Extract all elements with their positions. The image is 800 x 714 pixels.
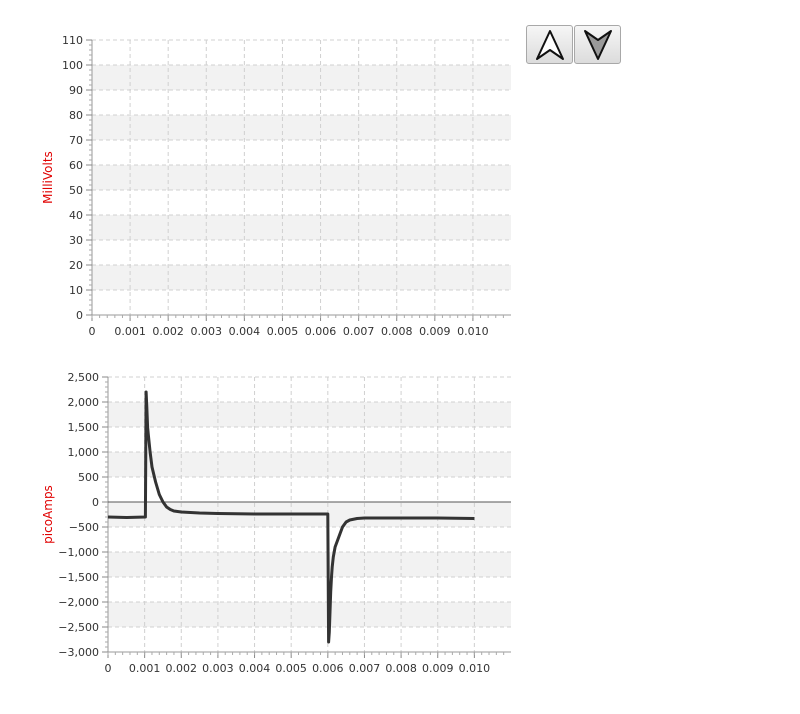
x-tick-label: 0.008 <box>385 662 417 675</box>
x-tick-label: 0.008 <box>381 325 413 338</box>
x-tick-label: 0.006 <box>312 662 344 675</box>
down-arrow-icon <box>583 29 612 60</box>
y-tick-label: −2,500 <box>58 621 99 634</box>
y-tick-label: −3,000 <box>58 646 99 659</box>
x-tick-label: 0.010 <box>459 662 491 675</box>
x-tick-label: 0.009 <box>422 662 454 675</box>
x-tick-label: 0.009 <box>419 325 451 338</box>
y-axis-title: picoAmps <box>41 485 55 544</box>
y-tick-label: −2,000 <box>58 596 99 609</box>
x-tick-label: 0.010 <box>457 325 489 338</box>
y-tick-label: 30 <box>69 234 83 247</box>
y-tick-label: 90 <box>69 84 83 97</box>
voltage-chart: 0 10 20 30 40 50 60 70 80 90 100 110 0 0.001 0.002 0.00… <box>41 34 511 338</box>
grid-band <box>108 402 511 427</box>
x-tick-label: 0.001 <box>114 325 146 338</box>
x-tick-label: 0 <box>105 662 112 675</box>
grid-band <box>92 265 511 290</box>
y-tick-label: 10 <box>69 284 83 297</box>
y-tick-label: 80 <box>69 109 83 122</box>
grid-band <box>108 452 511 477</box>
x-tick-label: 0.003 <box>191 325 223 338</box>
x-tick-label: 0 <box>89 325 96 338</box>
y-tick-label: 50 <box>69 184 83 197</box>
x-tick-label: 0.006 <box>305 325 337 338</box>
grid-band <box>92 165 511 190</box>
x-tick-label: 0.007 <box>349 662 381 675</box>
up-arrow-icon <box>535 29 564 60</box>
current-chart: −3,000 −2,500 −2,000 −1,500 −1,000 −500 0 500 1,… <box>41 371 511 675</box>
y-tick-label: 40 <box>69 209 83 222</box>
x-tick-label: 0.004 <box>229 325 261 338</box>
scroll-up-button[interactable] <box>526 25 573 64</box>
x-tick-label: 0.007 <box>343 325 375 338</box>
y-tick-label: 0 <box>76 309 83 322</box>
grid-band <box>92 215 511 240</box>
x-tick-label: 0.005 <box>275 662 307 675</box>
grid-band <box>92 115 511 140</box>
grid-band <box>92 65 511 90</box>
y-tick-label: −500 <box>69 521 99 534</box>
x-tick-label: 0.002 <box>166 662 198 675</box>
scroll-down-button[interactable] <box>574 25 621 64</box>
y-axis-title: MilliVolts <box>41 151 55 204</box>
y-tick-label: 2,500 <box>68 371 100 384</box>
x-tick-label: 0.002 <box>152 325 184 338</box>
y-tick-label: −1,500 <box>58 571 99 584</box>
x-tick-label: 0.004 <box>239 662 271 675</box>
y-tick-label: 20 <box>69 259 83 272</box>
current-trace <box>107 390 475 644</box>
y-tick-label: 500 <box>78 471 99 484</box>
y-tick-label: 0 <box>92 496 99 509</box>
y-tick-label: 2,000 <box>68 396 100 409</box>
x-tick-label: 0.001 <box>129 662 161 675</box>
x-tick-label: 0.003 <box>202 662 234 675</box>
x-tick-label: 0.005 <box>267 325 299 338</box>
y-tick-label: 70 <box>69 134 83 147</box>
y-tick-label: 60 <box>69 159 83 172</box>
y-tick-label: 110 <box>62 34 83 47</box>
grid-band <box>108 602 511 627</box>
y-tick-label: 1,500 <box>68 421 100 434</box>
y-tick-label: 1,000 <box>68 446 100 459</box>
y-tick-label: −1,000 <box>58 546 99 559</box>
grid-band <box>108 552 511 577</box>
y-tick-label: 100 <box>62 59 83 72</box>
